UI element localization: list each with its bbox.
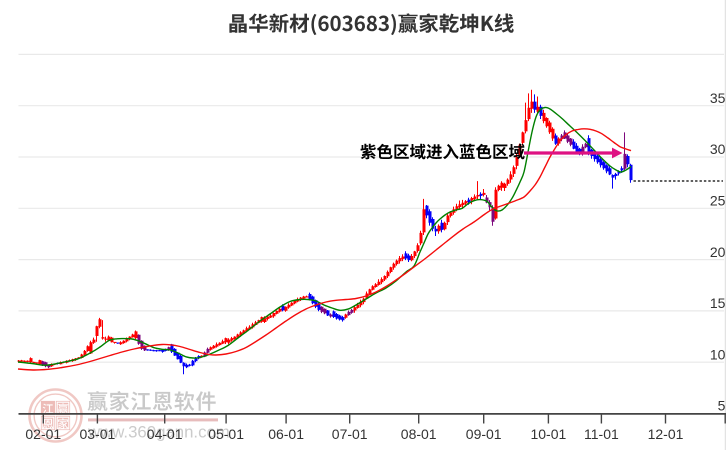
- svg-text:25: 25: [710, 193, 726, 209]
- svg-text:15: 15: [710, 295, 726, 311]
- svg-text:07-01: 07-01: [332, 426, 368, 442]
- svg-text:30: 30: [710, 141, 726, 157]
- svg-text:11-01: 11-01: [584, 426, 619, 442]
- svg-text:10-01: 10-01: [530, 426, 566, 442]
- svg-text:09-01: 09-01: [466, 426, 502, 442]
- svg-text:www.360gann.com: www.360gann.com: [87, 423, 230, 442]
- svg-text:06-01: 06-01: [268, 426, 304, 442]
- svg-text:10: 10: [710, 346, 726, 362]
- svg-text:35: 35: [710, 90, 726, 106]
- svg-text:04-01: 04-01: [147, 426, 183, 442]
- svg-text:20: 20: [710, 244, 726, 260]
- svg-text:5: 5: [718, 398, 726, 414]
- svg-text:03-01: 03-01: [79, 426, 115, 442]
- svg-text:02-01: 02-01: [25, 426, 61, 442]
- svg-text:05-01: 05-01: [208, 426, 244, 442]
- svg-text:08-01: 08-01: [401, 426, 437, 442]
- svg-text:12-01: 12-01: [648, 426, 684, 442]
